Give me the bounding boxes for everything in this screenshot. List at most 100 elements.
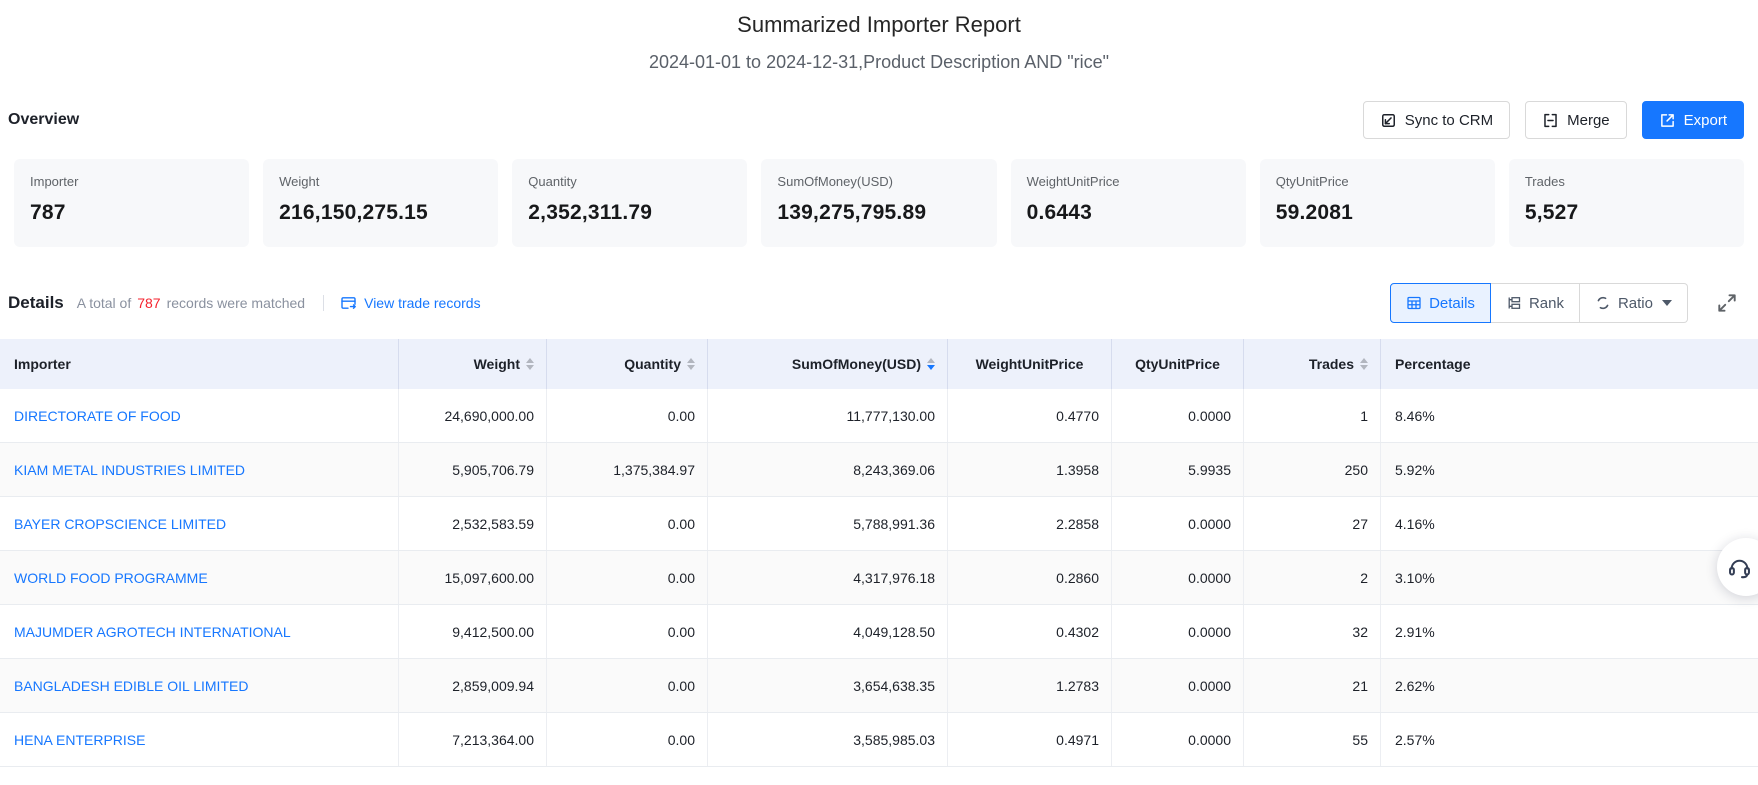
- cell-weight_unit_price: 2.2858: [948, 497, 1112, 550]
- details-heading: Details: [8, 293, 64, 313]
- cell-value: 3,654,638.35: [853, 678, 935, 694]
- importer-link[interactable]: HENA ENTERPRISE: [14, 732, 145, 748]
- chevron-down-icon: [1662, 300, 1672, 306]
- column-header-label: WeightUnitPrice: [976, 356, 1084, 372]
- view-trade-records-link[interactable]: View trade records: [340, 295, 480, 311]
- cell-value: 5,905,706.79: [452, 462, 534, 478]
- page-title: Summarized Importer Report: [0, 0, 1758, 38]
- importer-link[interactable]: DIRECTORATE OF FOOD: [14, 408, 181, 424]
- cell-sum_of_money: 8,243,369.06: [708, 443, 948, 496]
- overview-heading: Overview: [8, 111, 79, 129]
- stat-card-quantity: Quantity 2,352,311.79: [512, 159, 747, 247]
- page-subtitle: 2024-01-01 to 2024-12-31,Product Descrip…: [0, 52, 1758, 73]
- cell-value: 2.91%: [1395, 624, 1435, 640]
- cell-sum_of_money: 3,585,985.03: [708, 713, 948, 766]
- stat-card-sumofmoney-usd-: SumOfMoney(USD)139,275,795.89: [761, 159, 996, 247]
- cell-importer: KIAM METAL INDUSTRIES LIMITED: [0, 443, 399, 496]
- cell-percentage: 2.57%: [1381, 713, 1758, 766]
- divider: [323, 295, 324, 311]
- cell-value: 1,375,384.97: [613, 462, 695, 478]
- cell-weight: 15,097,600.00: [399, 551, 547, 604]
- cell-value: 55: [1352, 732, 1368, 748]
- importer-link[interactable]: WORLD FOOD PROGRAMME: [14, 570, 208, 586]
- cell-quantity: 0.00: [547, 659, 708, 712]
- export-label: Export: [1684, 112, 1727, 129]
- sort-caret-icon: [1360, 358, 1368, 370]
- sort-caret-icon: [927, 358, 935, 370]
- cell-value: 0.00: [668, 516, 695, 532]
- cell-value: 0.00: [668, 732, 695, 748]
- stat-card-value: 59.2081: [1276, 201, 1479, 225]
- cell-sum_of_money: 4,317,976.18: [708, 551, 948, 604]
- cell-value: 2.62%: [1395, 678, 1435, 694]
- cell-value: 7,213,364.00: [452, 732, 534, 748]
- cell-value: 4.16%: [1395, 516, 1435, 532]
- stat-card-weightunitprice: WeightUnitPrice0.6443: [1011, 159, 1246, 247]
- cell-value: 5.92%: [1395, 462, 1435, 478]
- cell-qty_unit_price: 0.0000: [1112, 605, 1244, 658]
- stat-card-value: 2,352,311.79: [528, 201, 731, 225]
- cell-value: 21: [1352, 678, 1368, 694]
- importer-table: Importer Weight Quantity SumOfMoney(USD) Wei…: [0, 339, 1758, 767]
- column-header-label: Importer: [14, 356, 71, 372]
- importer-link[interactable]: KIAM METAL INDUSTRIES LIMITED: [14, 462, 245, 478]
- cell-percentage: 3.10%: [1381, 551, 1758, 604]
- view-mode-switch: Details Rank: [1390, 283, 1688, 323]
- column-header-weight[interactable]: Weight: [399, 339, 547, 389]
- tab-ratio-label: Ratio: [1618, 295, 1653, 312]
- table-header-row: Importer Weight Quantity SumOfMoney(USD) Wei…: [0, 339, 1758, 389]
- stat-cards: Importer787Weight216,150,275.15 Quantity 2…: [14, 159, 1744, 247]
- stat-card-value: 5,527: [1525, 201, 1728, 225]
- cell-value: 11,777,130.00: [847, 408, 936, 424]
- table-row: HENA ENTERPRISE 7,213,364.00 0.00 3,585,985…: [0, 713, 1758, 767]
- column-header-label: SumOfMoney(USD): [792, 356, 921, 372]
- cell-weight_unit_price: 0.4302: [948, 605, 1112, 658]
- column-header-trades[interactable]: Trades: [1244, 339, 1381, 389]
- table-row: KIAM METAL INDUSTRIES LIMITED 5,905,706.7…: [0, 443, 1758, 497]
- match-summary-suffix: records were matched: [167, 295, 306, 311]
- cell-value: 2: [1360, 570, 1368, 586]
- cell-percentage: 4.16%: [1381, 497, 1758, 550]
- cell-value: 2,532,583.59: [452, 516, 534, 532]
- column-header-quantity[interactable]: Quantity: [547, 339, 708, 389]
- cell-value: 0.00: [668, 570, 695, 586]
- cell-weight: 2,859,009.94: [399, 659, 547, 712]
- stat-card-label: Trades: [1525, 174, 1728, 189]
- stat-card-importer: Importer787: [14, 159, 249, 247]
- sync-to-crm-button[interactable]: Sync to CRM: [1363, 101, 1510, 139]
- stat-card-label: QtyUnitPrice: [1276, 174, 1479, 189]
- cell-value: 0.4770: [1056, 408, 1099, 424]
- overview-bar: Overview Sync to CRM Merge: [0, 101, 1758, 139]
- importer-link[interactable]: BANGLADESH EDIBLE OIL LIMITED: [14, 678, 248, 694]
- cell-trades: 1: [1244, 389, 1381, 442]
- cell-value: 3.10%: [1395, 570, 1435, 586]
- cell-importer: WORLD FOOD PROGRAMME: [0, 551, 399, 604]
- stat-card-value: 216,150,275.15: [279, 201, 482, 225]
- cell-value: 9,412,500.00: [452, 624, 534, 640]
- column-header-sum_of_money[interactable]: SumOfMoney(USD): [708, 339, 948, 389]
- headset-icon: [1726, 554, 1753, 581]
- cell-value: 0.0000: [1188, 732, 1231, 748]
- importer-link[interactable]: MAJUMDER AGROTECH INTERNATIONAL: [14, 624, 291, 640]
- stat-card-weight: Weight216,150,275.15: [263, 159, 498, 247]
- tab-rank[interactable]: Rank: [1491, 283, 1580, 323]
- column-header-label: Trades: [1309, 356, 1354, 372]
- cell-quantity: 0.00: [547, 551, 708, 604]
- merge-button[interactable]: Merge: [1525, 101, 1627, 139]
- stat-card-value: 0.6443: [1027, 201, 1230, 225]
- tab-details[interactable]: Details: [1390, 283, 1491, 323]
- stat-card-label: Importer: [30, 174, 233, 189]
- trade-records-icon: [340, 296, 357, 311]
- column-header-label: Weight: [474, 356, 520, 372]
- cell-value: 0.2860: [1056, 570, 1099, 586]
- export-button[interactable]: Export: [1642, 101, 1744, 139]
- table-row: WORLD FOOD PROGRAMME 15,097,600.00 0.00 4,3…: [0, 551, 1758, 605]
- importer-link[interactable]: BAYER CROPSCIENCE LIMITED: [14, 516, 226, 532]
- cell-value: 0.4302: [1056, 624, 1099, 640]
- tab-ratio[interactable]: Ratio: [1580, 283, 1688, 323]
- fullscreen-button[interactable]: [1716, 292, 1738, 314]
- merge-icon: [1542, 112, 1559, 129]
- stat-card-label: Quantity: [528, 174, 731, 189]
- cell-weight_unit_price: 1.2783: [948, 659, 1112, 712]
- table-row: DIRECTORATE OF FOOD24,690,000.000.0011,7…: [0, 389, 1758, 443]
